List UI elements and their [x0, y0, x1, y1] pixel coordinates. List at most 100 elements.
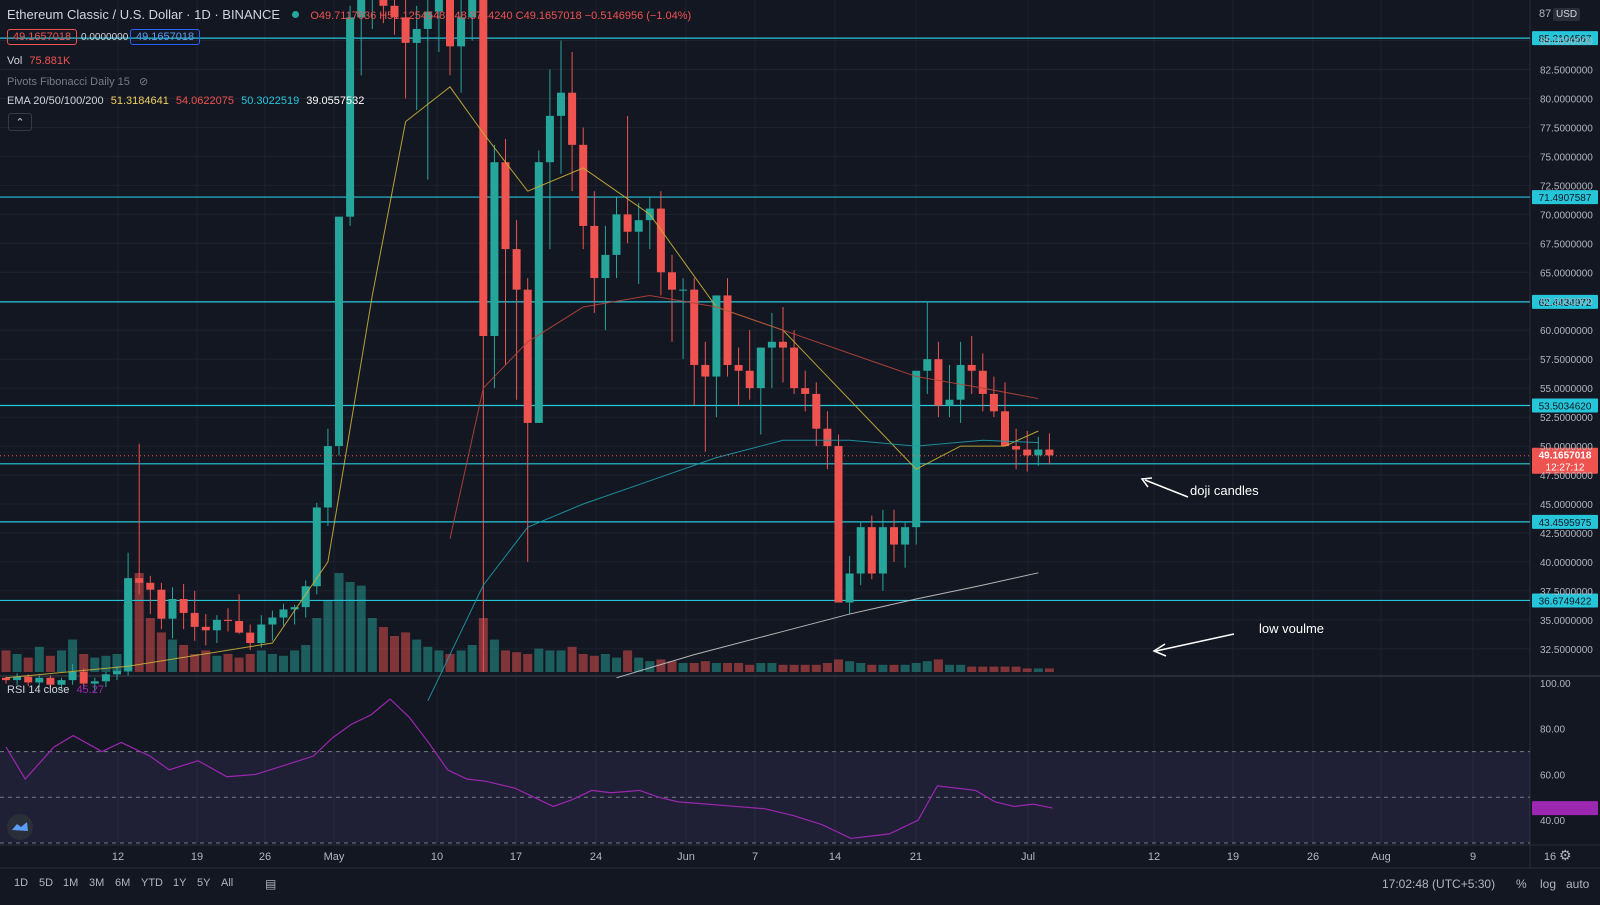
volume-label: Vol	[7, 55, 23, 67]
top-price-label: 87	[1539, 8, 1552, 20]
price-tick-label: 67.5000000	[1540, 239, 1593, 250]
rsi-legend[interactable]: RSI 14 close 45.27	[7, 684, 104, 696]
volume-bar	[12, 654, 22, 672]
candle-body	[446, 0, 454, 47]
volume-value: 75.881K	[29, 55, 71, 67]
price-tick-label: 32.5000000	[1540, 645, 1593, 656]
level-tag	[1532, 31, 1598, 46]
range-5d[interactable]: 5D	[39, 877, 54, 889]
candle-body	[767, 341, 776, 348]
level-label: 36.6749422	[1539, 596, 1592, 607]
volume-bar	[312, 618, 322, 672]
volume-bar	[922, 661, 932, 672]
volume-bar	[501, 650, 510, 672]
log-toggle[interactable]: log	[1540, 877, 1557, 891]
buy-price-box[interactable]: 49.1657018	[130, 29, 201, 45]
percent-toggle[interactable]: %	[1516, 877, 1527, 891]
candle-body	[745, 370, 754, 389]
calendar-icon[interactable]: ▤	[265, 877, 277, 891]
volume-bar	[834, 659, 843, 672]
range-1m[interactable]: 1M	[63, 877, 79, 889]
candle-body	[978, 370, 987, 394]
time-tick-label: 21	[910, 851, 922, 863]
candle-body	[989, 393, 998, 412]
candle-body	[468, 0, 477, 18]
last-price-tag	[1532, 447, 1598, 474]
volume-bar	[345, 582, 355, 672]
time-tick-label: 10	[431, 851, 443, 863]
level-tag	[1532, 190, 1598, 205]
ema100-line	[427, 439, 1039, 702]
candle-body	[290, 607, 299, 610]
range-1d[interactable]: 1D	[14, 877, 29, 889]
symbol-title[interactable]: Ethereum Classic / U.S. Dollar · 1D · BI…	[7, 7, 281, 22]
candle-body	[590, 225, 599, 279]
auto-toggle[interactable]: auto	[1566, 877, 1590, 891]
clock-time[interactable]: 17:02:48 (UTC+5:30)	[1382, 877, 1496, 891]
time-tick-label: 9	[1470, 851, 1476, 863]
volume-indicator[interactable]: Vol 75.881K	[7, 55, 70, 67]
rsi-tick-label: 100.00	[1540, 679, 1571, 690]
candle-body	[46, 677, 55, 685]
range-5y[interactable]: 5Y	[197, 877, 211, 889]
settings-gear-icon[interactable]: ⚙	[1559, 847, 1572, 863]
range-1y[interactable]: 1Y	[173, 877, 187, 889]
volume-bar	[334, 573, 344, 672]
volume-bar	[1033, 668, 1043, 672]
time-tick-label: 12	[1148, 851, 1160, 863]
pivots-label: Pivots Fibonacci Daily 15	[7, 76, 130, 88]
price-tick-label: 52.5000000	[1540, 413, 1593, 424]
volume-bar	[1022, 668, 1032, 672]
pivots-indicator[interactable]: Pivots Fibonacci Daily 15 ⊘	[7, 75, 148, 88]
live-dot-icon	[291, 11, 299, 18]
price-tick-label: 75.0000000	[1540, 152, 1593, 163]
candle-body	[335, 216, 343, 447]
candle-body	[301, 586, 310, 608]
range-ytd[interactable]: YTD	[141, 877, 163, 889]
rsi-value-tag	[1532, 801, 1598, 816]
volume-bar	[267, 654, 277, 672]
volume-bar	[179, 645, 189, 672]
candle-body	[1001, 411, 1009, 447]
candle-body	[723, 295, 732, 365]
candle-body	[434, 0, 443, 12]
volume-bar	[612, 657, 621, 672]
range-3m[interactable]: 3M	[89, 877, 105, 889]
level-label: 62.4434972	[1539, 298, 1592, 309]
candle-body	[756, 347, 765, 389]
range-6m[interactable]: 6M	[115, 877, 131, 889]
time-tick-label: 26	[259, 851, 271, 863]
ema-label: EMA 20/50/100/200	[7, 95, 104, 107]
candle-body	[534, 162, 543, 423]
ema50-value: 54.0622075	[175, 95, 235, 107]
candle-body	[812, 393, 821, 429]
volume-bar	[822, 663, 832, 672]
candle-body	[235, 621, 244, 633]
range-all[interactable]: All	[221, 877, 234, 889]
candle-body	[934, 359, 943, 406]
currency-button[interactable]: USD	[1553, 8, 1581, 21]
candle-body	[412, 28, 421, 43]
candle-body	[323, 446, 332, 508]
candle-body	[490, 162, 499, 336]
eye-hidden-icon[interactable]: ⊘	[138, 76, 149, 88]
volume-bar	[323, 600, 333, 672]
volume-bar	[23, 657, 33, 672]
volume-bar	[711, 663, 721, 672]
chevron-up-icon: ⌃	[15, 117, 25, 129]
volume-bar	[234, 657, 244, 672]
volume-bar	[489, 639, 499, 672]
rsi-band	[0, 751, 1530, 843]
collapse-legend-button[interactable]: ⌃	[8, 113, 32, 131]
volume-bar	[556, 650, 566, 672]
candle-body	[24, 676, 33, 683]
volume-bar	[745, 664, 755, 672]
logo-icon[interactable]	[7, 814, 33, 840]
ema-indicator[interactable]: EMA 20/50/100/200 51.3184641 54.0622075 …	[7, 95, 364, 107]
time-tick-label: 7	[752, 851, 758, 863]
sell-price-box[interactable]: 49.1657018	[7, 29, 78, 45]
price-tick-label: 57.5000000	[1540, 355, 1593, 366]
volume-bar	[156, 632, 166, 672]
